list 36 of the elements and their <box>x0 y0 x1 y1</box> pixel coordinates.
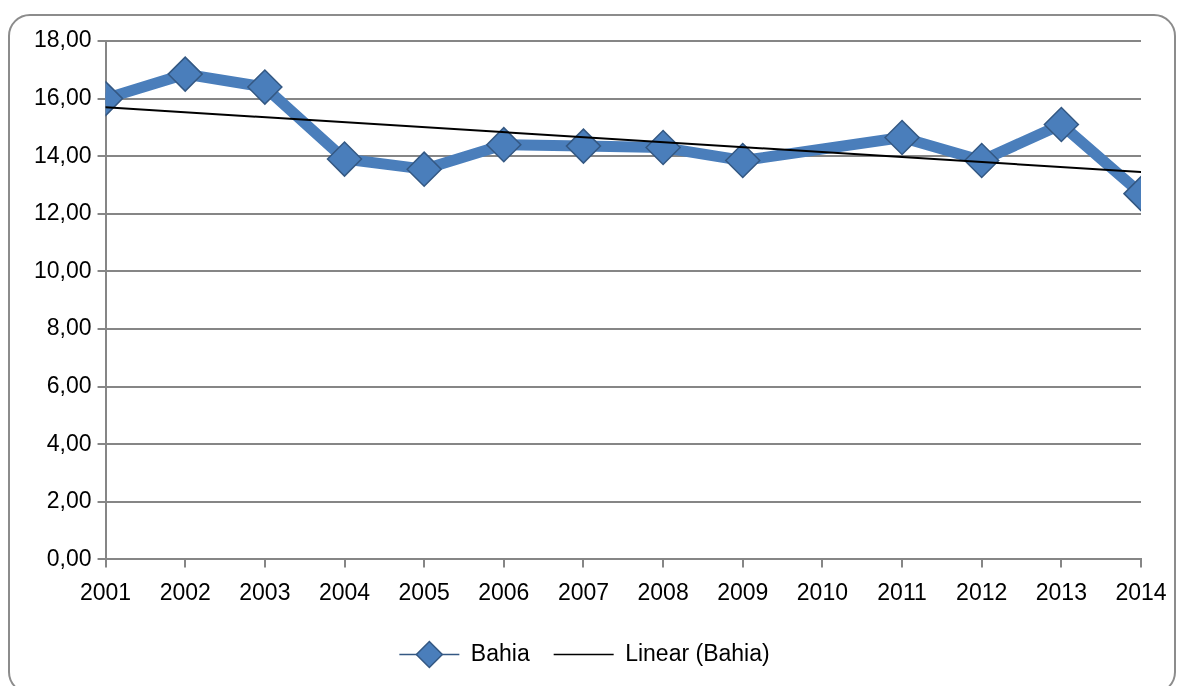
point <box>406 151 442 187</box>
y-tick-label: 8,00 <box>46 314 92 341</box>
y-tick-label: 12,00 <box>33 199 92 226</box>
y-tick-label: 16,00 <box>33 83 92 110</box>
point <box>167 56 203 92</box>
y-tick-label: 0,00 <box>46 544 92 571</box>
point <box>565 128 602 164</box>
x-tick-label: 2008 <box>637 578 689 605</box>
x-tick-label: 2002 <box>159 578 211 605</box>
x-tick-label: 2012 <box>956 578 1008 605</box>
x-tick-label: 2013 <box>1035 578 1087 605</box>
x-tick-label: 2010 <box>796 578 848 605</box>
x-tick-label: 2009 <box>717 578 769 605</box>
legend-label: Linear (Bahia) <box>625 639 770 666</box>
point <box>725 142 761 179</box>
y-tick-label: 18,00 <box>33 26 92 53</box>
x-tick-label: 2011 <box>877 578 927 605</box>
legend-label: Bahia <box>470 639 530 666</box>
x-tick-label: 2007 <box>557 578 610 605</box>
point <box>247 69 283 105</box>
y-tick-label: 2,00 <box>46 487 92 514</box>
x-tick-label: 2006 <box>478 578 530 605</box>
y-tick-label: 4,00 <box>46 429 92 456</box>
x-tick-label: 2005 <box>398 578 450 605</box>
y-tick-label: 14,00 <box>33 141 92 168</box>
point <box>486 126 522 163</box>
point <box>884 119 920 156</box>
point <box>326 141 363 177</box>
point <box>645 129 681 166</box>
x-tick-label: 2001 <box>79 578 132 605</box>
point <box>1043 106 1080 143</box>
x-tick-label: 2004 <box>318 578 371 605</box>
x-tick-label: 2003 <box>239 578 291 605</box>
y-tick-label: 6,00 <box>46 371 92 398</box>
x-tick-label: 2014 <box>1115 578 1167 605</box>
y-tick-label: 10,00 <box>33 256 92 283</box>
